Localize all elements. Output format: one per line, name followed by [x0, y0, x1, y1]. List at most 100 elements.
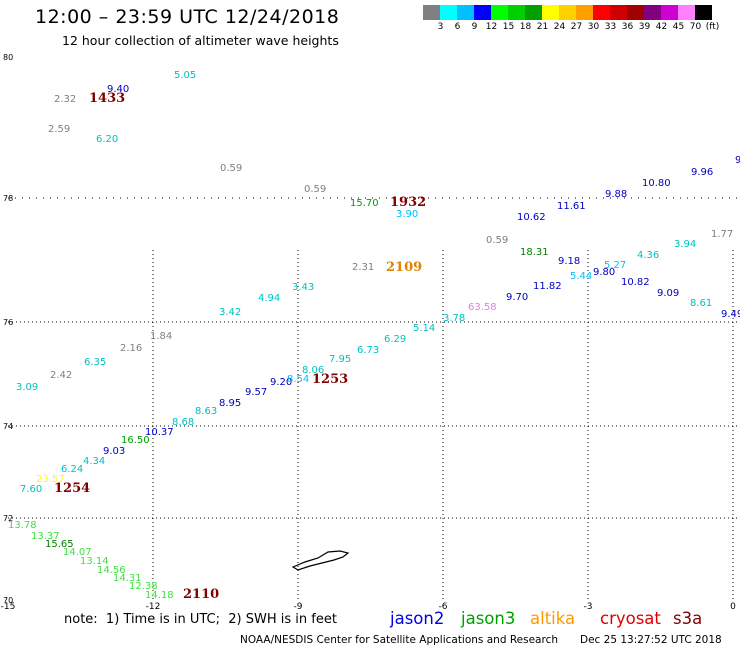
jan-mayen-island-outline	[291, 550, 350, 571]
lat-tick-label: 72	[3, 514, 13, 523]
color-scale-label: 45	[672, 22, 685, 32]
map-subtitle: 12 hour collection of altimeter wave hei…	[62, 33, 339, 48]
wave-height-value: 9	[735, 155, 740, 166]
lon-tick-label: -12	[146, 602, 161, 612]
wave-height-value: 3.94	[674, 239, 696, 250]
wave-height-value: 8.95	[219, 398, 241, 409]
lat-tick-label: 74	[3, 422, 13, 431]
wave-height-value: 2.42	[50, 370, 72, 381]
color-swatch	[644, 5, 661, 20]
satellite-legend-s3a: s3a	[673, 609, 703, 628]
color-swatch	[491, 5, 508, 20]
wave-height-value: 9.40	[107, 84, 129, 95]
wave-height-value: 63.58	[468, 302, 497, 313]
wave-height-value: 4.34	[83, 456, 105, 467]
wave-height-value: 4.36	[637, 250, 659, 261]
wave-height-value: 1.84	[150, 331, 172, 342]
color-swatch	[576, 5, 593, 20]
wave-height-value: 8.54	[287, 374, 309, 385]
color-scale-label: 3	[437, 22, 444, 32]
wave-height-value: 2.32	[54, 94, 76, 105]
wave-height-value: 5.05	[174, 70, 196, 81]
wave-height-value: 14.18	[145, 590, 174, 601]
units-note: note: 1) Time is in UTC; 2) SWH is in fe…	[64, 612, 337, 627]
wave-height-value: 8.61	[690, 298, 712, 309]
wave-height-value: 7.95	[329, 354, 351, 365]
wave-height-value: 9.96	[691, 167, 713, 178]
wave-height-value: 3.09	[16, 382, 38, 393]
color-swatch	[661, 5, 678, 20]
color-scale-bar	[423, 5, 712, 20]
lon-tick-label: -9	[294, 602, 303, 612]
wave-height-value: 14.56	[97, 565, 126, 576]
wave-height-value: 9.49	[721, 309, 740, 320]
wave-height-value: 11.61	[557, 201, 586, 212]
wave-height-value: 9.88	[605, 189, 627, 200]
color-scale-label: 21	[536, 22, 549, 32]
satellite-legend-cryosat: cryosat	[600, 609, 661, 628]
wave-height-value: 7.60	[20, 484, 42, 495]
wave-height-value: 3.90	[396, 209, 418, 220]
color-swatch	[695, 5, 712, 20]
color-swatch	[457, 5, 474, 20]
wave-height-value: 6.20	[96, 134, 118, 145]
wave-height-value: 3.42	[219, 307, 241, 318]
wave-height-value: 8.06	[302, 365, 324, 376]
wave-height-value: 9.57	[245, 387, 267, 398]
wave-height-value: 6.24	[61, 464, 83, 475]
color-swatch	[525, 5, 542, 20]
wave-height-value: 5.27	[604, 260, 626, 271]
footer-credit: NOAA/NESDIS Center for Satellite Applica…	[240, 634, 558, 646]
color-swatch	[508, 5, 525, 20]
wave-height-value: 2.31	[352, 262, 374, 273]
wave-height-value: 15.70	[350, 198, 379, 209]
map-grid	[8, 197, 740, 600]
wave-height-value: 6.29	[384, 334, 406, 345]
wave-height-value: 10.37	[145, 427, 174, 438]
wave-height-value: 0.59	[220, 163, 242, 174]
wave-height-value: 4.94	[258, 293, 280, 304]
color-scale-label: 39	[638, 22, 651, 32]
wave-height-value: 10.82	[621, 277, 650, 288]
wave-height-value: 12.38	[129, 581, 158, 592]
wave-height-value: 14.07	[63, 547, 92, 558]
wave-height-value: 3.78	[443, 313, 465, 324]
map-title: 12:00 – 23:59 UTC 12/24/2018	[35, 6, 340, 28]
wave-height-value: 15.65	[45, 539, 74, 550]
wave-height-value: 8.63	[195, 406, 217, 417]
footer-timestamp: Dec 25 13:27:52 UTC 2018	[580, 634, 722, 646]
wave-height-value: 3.43	[292, 282, 314, 293]
wave-height-value: 6.73	[357, 345, 379, 356]
color-scale-label: 12	[485, 22, 498, 32]
pass-time-label: 1932	[390, 195, 426, 210]
wave-height-value: 9.18	[558, 256, 580, 267]
wave-height-value: 2.59	[48, 124, 70, 135]
lat-tick-label: 78	[3, 194, 13, 203]
color-swatch	[474, 5, 491, 20]
color-swatch	[542, 5, 559, 20]
color-scale-label: 24	[553, 22, 566, 32]
pass-time-label: 1433	[89, 91, 125, 106]
color-scale-label: 30	[587, 22, 600, 32]
color-scale-label: 6	[454, 22, 461, 32]
wave-height-value: 9.03	[103, 446, 125, 457]
wave-height-value: 9.20	[270, 377, 292, 388]
wave-height-value: 13.37	[31, 531, 60, 542]
color-scale-label: 9	[471, 22, 478, 32]
lon-tick-label: -6	[439, 602, 448, 612]
color-scale-label: 33	[604, 22, 617, 32]
color-swatch	[610, 5, 627, 20]
satellite-legend-jason3: jason3	[461, 609, 516, 628]
lat-tick-label: 76	[3, 318, 13, 327]
wave-height-value: 11.82	[533, 281, 562, 292]
wave-height-value: 9.80	[593, 267, 615, 278]
pass-time-label: 2110	[183, 587, 219, 602]
wave-height-value: 2.16	[120, 343, 142, 354]
wave-height-value: 10.80	[642, 178, 671, 189]
color-scale-label: 18	[519, 22, 532, 32]
color-scale-label: (ft)	[705, 22, 720, 32]
wave-height-value: 1.77	[711, 229, 733, 240]
color-scale-label: 42	[655, 22, 668, 32]
lat-tick-label: 70	[3, 596, 13, 605]
